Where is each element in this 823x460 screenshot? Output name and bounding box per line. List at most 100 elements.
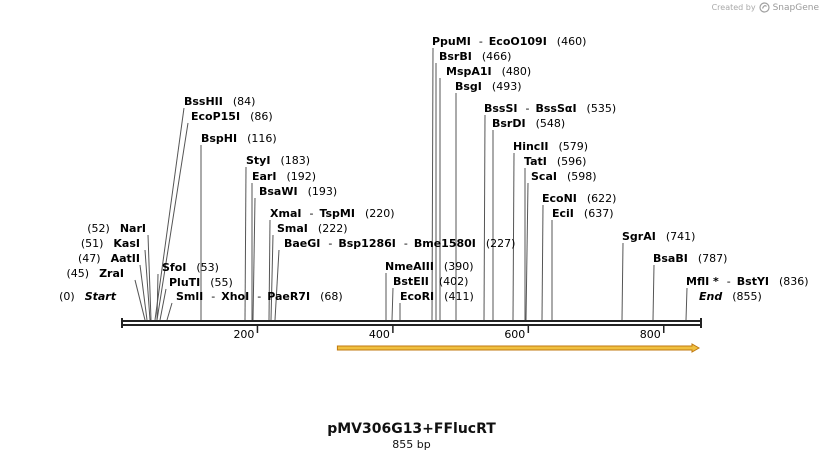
site-label[interactable]: BsaBI (787): [653, 252, 727, 265]
site-label[interactable]: BspHI (116): [201, 132, 277, 145]
cut-site-line: [525, 182, 529, 321]
enzyme-name: MspA1I: [446, 65, 492, 78]
cut-position: (466): [482, 50, 512, 63]
site-label[interactable]: MspA1I (480): [446, 65, 531, 78]
site-label[interactable]: EcoRI (411): [400, 290, 474, 303]
site-label[interactable]: MflI * - BstYI (836): [686, 275, 809, 288]
cut-site-line: [483, 114, 486, 321]
site-labels: PpuMI - EcoO109I (460)BsrBI (466)MspA1I (480)…: [59, 35, 809, 303]
site-label[interactable]: End (855): [699, 290, 762, 303]
enzyme-name: KasI: [113, 237, 140, 250]
enzyme-name: BsaWI: [259, 185, 298, 198]
enzyme-name: SmaI: [277, 222, 308, 235]
cut-position: (0): [59, 290, 75, 303]
cut-position: (836): [779, 275, 809, 288]
enzyme-name: PaeR7I: [267, 290, 310, 303]
cut-position: (53): [196, 261, 219, 274]
site-separator: -: [526, 102, 530, 115]
cut-position: (183): [280, 154, 310, 167]
site-label[interactable]: BsaWI (193): [259, 185, 337, 198]
site-label[interactable]: XmaI - TspMI (220): [270, 207, 395, 220]
site-label[interactable]: SgrAI (741): [622, 230, 695, 243]
cut-position: (535): [587, 102, 617, 115]
site-label[interactable]: BssSI - BssSαI (535): [484, 102, 616, 115]
cut-position: (390): [444, 260, 474, 273]
site-label[interactable]: HincII (579): [513, 140, 588, 153]
cut-site-line: [144, 249, 151, 321]
site-label[interactable]: BaeGI - Bsp1286I - Bme1580I (227): [284, 237, 515, 250]
axis-end-cap: [700, 318, 702, 328]
site-label[interactable]: StyI (183): [246, 154, 310, 167]
cut-position: (598): [567, 170, 597, 183]
enzyme-name: XmaI: [270, 207, 301, 220]
cut-site-line: [244, 166, 247, 321]
enzyme-name: BsgI: [455, 80, 482, 93]
cut-site-line: [268, 219, 271, 321]
axis-tick-label: 600: [504, 328, 525, 341]
enzyme-name: MflI *: [686, 275, 719, 288]
site-label[interactable]: BssHII (84): [184, 95, 255, 108]
cut-site-line: [156, 122, 189, 321]
site-label[interactable]: KasI (51): [81, 237, 140, 250]
cut-position: (579): [559, 140, 589, 153]
cut-position: (741): [666, 230, 696, 243]
site-label[interactable]: NarI (52): [87, 222, 146, 235]
cut-position: (622): [587, 192, 617, 205]
enzyme-name: NmeAIII: [385, 260, 434, 273]
site-label[interactable]: NmeAIII (390): [385, 260, 474, 273]
enzyme-name: BsrBI: [439, 50, 472, 63]
axis-start-cap: [121, 318, 123, 328]
cut-site-line: [139, 264, 148, 321]
site-label[interactable]: Start (0): [59, 290, 117, 303]
site-label[interactable]: AatII (47): [78, 252, 140, 265]
site-label[interactable]: ScaI (598): [531, 170, 597, 183]
site-label[interactable]: EcoNI (622): [542, 192, 616, 205]
sequence-axis: [121, 318, 702, 328]
cut-position: (220): [365, 207, 395, 220]
site-label[interactable]: SfoI (53): [162, 261, 219, 274]
site-label[interactable]: BsrDI (548): [492, 117, 565, 130]
cut-position: (192): [286, 170, 316, 183]
cut-position: (51): [81, 237, 104, 250]
cut-position: (596): [557, 155, 587, 168]
site-label[interactable]: SmlI - XhoI - PaeR7I (68): [176, 290, 343, 303]
cut-site-line: [159, 288, 167, 321]
site-label[interactable]: BstEII (402): [393, 275, 468, 288]
enzyme-name: BstYI: [737, 275, 769, 288]
feature-arrow[interactable]: [336, 343, 701, 353]
credit-prefix: Created by: [711, 3, 756, 12]
enzyme-name: ScaI: [531, 170, 557, 183]
enzyme-name: EcoO109I: [489, 35, 547, 48]
axis-tick-label: 200: [233, 328, 254, 341]
axis-ticks: 200 400 600 800: [233, 326, 665, 341]
site-separator: -: [257, 290, 261, 303]
enzyme-name: Start: [85, 290, 117, 303]
enzyme-name: BsrDI: [492, 117, 526, 130]
cut-site-line: [156, 273, 159, 321]
cut-position: (548): [536, 117, 566, 130]
site-label[interactable]: EcoP15I (86): [191, 110, 273, 123]
enzyme-name: BaeGI: [284, 237, 320, 250]
site-separator: -: [727, 275, 731, 288]
site-label[interactable]: EciI (637): [552, 207, 614, 220]
cut-site-line: [431, 47, 434, 321]
site-label[interactable]: BsgI (493): [455, 80, 522, 93]
site-label[interactable]: ZraI (45): [66, 267, 124, 280]
site-label[interactable]: PpuMI - EcoO109I (460): [432, 35, 586, 48]
cut-position: (193): [308, 185, 338, 198]
site-label[interactable]: EarI (192): [252, 170, 316, 183]
features: [336, 343, 701, 353]
enzyme-name: EciI: [552, 207, 574, 220]
enzyme-name: BssHII: [184, 95, 223, 108]
enzyme-name: AatII: [111, 252, 140, 265]
cut-position: (116): [247, 132, 277, 145]
cut-position: (45): [66, 267, 89, 280]
site-label[interactable]: BsrBI (466): [439, 50, 511, 63]
cut-site-line: [252, 197, 256, 321]
cut-position: (460): [557, 35, 587, 48]
site-label[interactable]: SmaI (222): [277, 222, 348, 235]
cut-site-line: [166, 302, 173, 321]
site-label[interactable]: PluTI (55): [169, 276, 233, 289]
site-label[interactable]: TatI (596): [524, 155, 586, 168]
